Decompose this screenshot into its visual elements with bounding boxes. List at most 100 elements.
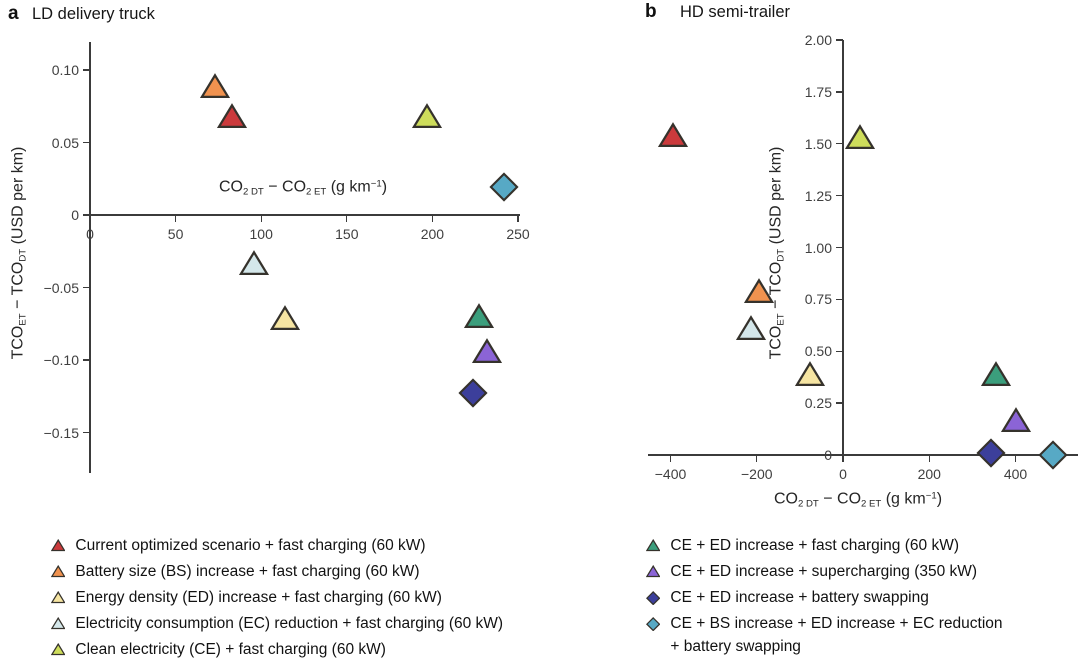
x-tick-mark — [89, 215, 91, 222]
triangle-icon — [51, 617, 66, 630]
legend-item-clean-electricity: Clean electricity (CE) + fast charging (… — [51, 638, 629, 661]
x-tick-label: 100 — [249, 226, 273, 242]
legend-item-bs-increase: Battery size (BS) increase + fast chargi… — [51, 560, 629, 583]
label-supscript: −1 — [925, 490, 937, 502]
triangle-icon — [980, 361, 1011, 386]
triangle-icon — [1001, 406, 1032, 432]
x-tick-label: 200 — [917, 466, 941, 482]
label-text: − CO — [263, 178, 307, 196]
triangle-icon — [51, 565, 66, 578]
label-text: CO — [773, 490, 798, 508]
y-tick-mark — [836, 350, 843, 352]
x-tick-label: 0 — [839, 466, 847, 482]
ec-reduction-marker — [239, 249, 270, 276]
triangle-icon — [463, 303, 494, 329]
x-tick-mark — [260, 215, 262, 222]
bs-increase-marker — [743, 278, 775, 304]
y-tick-mark — [836, 298, 843, 301]
legend-item-ce-ed-supercharging: CE + ED increase + supercharging (350 kW… — [646, 560, 1070, 583]
label-text: (g km — [326, 178, 371, 196]
label-supscript: −1 — [370, 178, 382, 190]
legend-item-label: CE + ED increase + supercharging (350 kW… — [670, 563, 978, 580]
y-tick-label: −0.15 — [43, 424, 79, 441]
legend-item-ec-reduction: Electricity consumption (EC) reduction +… — [51, 612, 629, 635]
triangle-icon — [239, 249, 270, 275]
triangle-icon — [646, 565, 661, 578]
clean-electricity-marker — [844, 124, 875, 150]
legend-item-current-optimized: Current optimized scenario + fast chargi… — [51, 534, 629, 557]
diamond-icon — [458, 378, 489, 408]
label-text: CO — [218, 178, 243, 196]
y-tick-label: 0.50 — [804, 343, 832, 360]
current-optimized-marker — [216, 103, 248, 129]
y-tick-label: 0 — [71, 207, 79, 223]
clean-electricity-marker — [412, 103, 443, 129]
panel-b-letter: b — [645, 1, 657, 22]
x-tick-mark — [842, 455, 844, 462]
y-tick-label: 0.10 — [51, 62, 79, 78]
y-tick-label: 1.75 — [804, 83, 832, 100]
ce-bs-ed-ec-battery-swapping-marker — [489, 172, 519, 203]
legend-item-label: Energy density (ED) increase + fast char… — [75, 589, 442, 606]
current-optimized-marker — [657, 122, 688, 148]
legend-item-label: Clean electricity (CE) + fast charging (… — [75, 641, 386, 658]
y-tick-mark — [836, 402, 843, 404]
panel-a-letter: a — [8, 3, 19, 24]
y-tick-label: 0.05 — [51, 134, 79, 151]
legend-item-label: Current optimized scenario + fast chargi… — [75, 537, 426, 554]
y-tick-mark — [836, 194, 843, 197]
triangle-icon — [735, 315, 766, 341]
legend-item-label: Electricity consumption (EC) reduction +… — [75, 615, 504, 632]
y-tick-mark — [83, 431, 90, 434]
label-subscript: 2 DT — [242, 186, 264, 198]
x-tick-label: 150 — [335, 226, 359, 242]
y-tick-mark — [83, 286, 90, 289]
label-subscript: 2 ET — [861, 498, 882, 510]
ce-ed-supercharging-marker — [472, 338, 503, 364]
y-tick-label: 0.25 — [804, 395, 832, 412]
x-tick-label: 0 — [86, 226, 94, 242]
y-tick-mark — [836, 143, 843, 145]
y-tick-mark — [83, 359, 90, 361]
legend-item-ce-bs-ed-ec-battery-swapping: CE + BS increase + ED increase + EC redu… — [646, 612, 1070, 658]
triangle-icon — [51, 539, 66, 552]
y-axis-line — [89, 42, 91, 473]
triangle-icon — [646, 539, 661, 552]
legend-item-label: CE + BS increase + ED increase + EC redu… — [670, 615, 1003, 655]
y-tick-mark — [83, 69, 90, 71]
y-tick-label: 2.00 — [804, 32, 832, 48]
label-text: ) — [381, 178, 388, 196]
label-text: (USD per km) — [767, 146, 785, 249]
triangle-icon — [270, 304, 301, 330]
label-subscript: DT — [775, 248, 787, 262]
legend-item-ce-ed-fast-charging: CE + ED increase + fast charging (60 kW) — [646, 534, 1070, 557]
triangle-icon — [657, 122, 688, 148]
y-tick-mark — [836, 246, 843, 249]
label-subscript: 2 DT — [797, 498, 819, 510]
legend-item-label: Battery size (BS) increase + fast chargi… — [75, 563, 420, 580]
y-tick-mark — [83, 141, 90, 144]
diamond-icon — [646, 617, 661, 632]
x-tick-mark — [669, 455, 672, 462]
label-subscript: ET — [775, 313, 787, 326]
label-text: ) — [936, 490, 943, 508]
x-tick-label: 200 — [420, 226, 445, 242]
triangle-icon — [412, 103, 443, 129]
label-subscript: 2 ET — [306, 186, 327, 198]
x-tick-label: −400 — [654, 466, 687, 482]
x-tick-mark — [517, 215, 519, 222]
x-tick-mark — [346, 215, 348, 222]
y-axis-title: TCOET − TCODT (USD per km) — [768, 147, 787, 360]
diamond-icon — [489, 172, 519, 203]
bs-increase-marker — [199, 72, 231, 99]
ed-increase-marker — [795, 361, 826, 387]
x-axis-title: CO2 DT − CO2 ET (g km−1) — [774, 490, 942, 509]
x-axis-line — [90, 214, 520, 216]
triangle-icon — [51, 643, 66, 656]
x-tick-mark — [431, 215, 434, 222]
legend-column-left: Current optimized scenario + fast chargi… — [51, 534, 629, 664]
panel-b-title: HD semi-trailer — [680, 3, 791, 21]
diamond-icon — [646, 591, 661, 606]
x-tick-mark — [928, 455, 930, 462]
